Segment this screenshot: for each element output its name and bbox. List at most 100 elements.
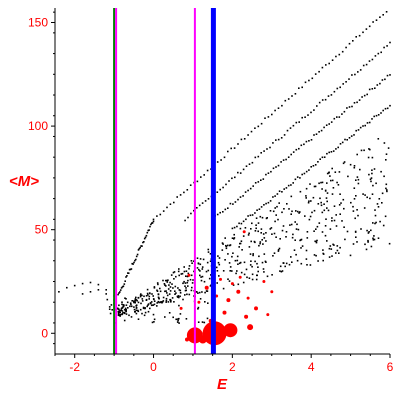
data-point-cloud	[316, 239, 318, 242]
data-point-cloud	[119, 313, 122, 316]
data-point-cloud	[224, 237, 226, 239]
data-point-cloud	[165, 290, 167, 292]
data-point-upper-2	[351, 105, 353, 108]
data-point-upper-1	[377, 52, 380, 55]
data-point-cloud	[376, 203, 379, 205]
data-point-upper-3	[245, 218, 247, 221]
data-point-upper-1	[237, 171, 239, 174]
data-point-cloud	[259, 215, 262, 218]
data-point-cloud	[156, 305, 158, 307]
data-point-cloud	[357, 178, 360, 181]
data-point-cloud	[374, 222, 376, 225]
data-point-cloud	[209, 260, 212, 262]
data-point-cloud	[372, 239, 375, 241]
data-point-branch	[119, 289, 122, 291]
data-point-upper-2	[381, 79, 384, 81]
data-point-cloud	[336, 245, 339, 247]
data-point-cloud	[227, 253, 229, 255]
data-point-cloud	[321, 188, 323, 190]
data-point-cloud	[352, 210, 355, 212]
data-point-upper-1	[242, 168, 245, 171]
data-point-cloud	[251, 278, 254, 281]
data-point-cloud	[232, 252, 234, 254]
data-point-cloud	[185, 270, 188, 272]
y-tick-label: 50	[35, 223, 49, 237]
data-point-low	[124, 307, 127, 310]
data-point-upper-3	[283, 188, 285, 190]
data-point-cloud	[385, 183, 388, 186]
data-point-cloud	[285, 236, 287, 238]
data-point-cloud	[168, 293, 171, 295]
data-point-cloud	[202, 258, 205, 261]
data-point-cloud	[332, 243, 334, 246]
data-point-cloud	[243, 261, 246, 264]
data-point-cloud	[254, 260, 256, 263]
data-point-cloud	[251, 222, 253, 225]
data-point-cloud	[368, 148, 370, 150]
data-point-cloud	[343, 207, 345, 210]
data-point-cloud	[145, 295, 148, 297]
data-point-cloud	[332, 187, 335, 189]
data-point-branch	[146, 231, 149, 234]
data-point-cloud	[217, 255, 219, 257]
data-point-upper-2	[282, 159, 285, 161]
data-point-cloud	[153, 303, 156, 306]
data-point-cloud	[125, 313, 128, 315]
data-point-cloud	[248, 246, 251, 248]
data-point-upper-3	[301, 173, 303, 176]
data-point-cloud	[367, 156, 370, 159]
data-point-cloud	[310, 200, 312, 202]
data-point-low	[152, 295, 154, 297]
data-point-cloud	[280, 270, 283, 273]
data-point-cloud	[165, 301, 167, 303]
data-point-cloud	[125, 309, 127, 312]
data-point-upper-1	[304, 116, 306, 118]
data-point-cloud	[299, 190, 302, 193]
data-point-cloud	[367, 239, 369, 242]
data-point-cloud	[152, 304, 154, 306]
data-point-cloud	[249, 264, 252, 266]
data-point-cloud	[375, 221, 377, 224]
data-point-cloud	[177, 296, 179, 298]
data-point-cloud	[222, 287, 225, 290]
data-point-cloud	[333, 244, 335, 246]
data-point-cloud	[281, 229, 284, 232]
data-point-cloud	[386, 190, 388, 193]
data-point-cloud	[229, 266, 232, 268]
data-point-cloud	[335, 214, 337, 216]
data-point-upper-2	[384, 78, 386, 81]
data-point-cloud	[142, 307, 145, 310]
data-point-upper-0	[271, 113, 273, 116]
data-point-upper-0	[308, 79, 310, 82]
data-point-upper-0	[152, 218, 155, 221]
data-point-cloud	[208, 277, 211, 280]
data-point-cloud	[224, 259, 226, 261]
data-point-cloud	[141, 298, 144, 300]
data-point-upper-0	[200, 176, 202, 178]
data-point-cloud	[263, 237, 266, 239]
data-point-cloud	[331, 255, 333, 257]
data-point-upper-3	[305, 170, 308, 173]
data-point-upper-1	[313, 109, 315, 111]
data-point-low	[143, 314, 146, 317]
data-point-cloud	[331, 167, 333, 170]
data-point-upper-3	[294, 178, 297, 181]
data-point-cloud	[191, 286, 193, 289]
data-point-cloud	[261, 261, 264, 264]
data-point-cloud	[200, 276, 202, 278]
data-point-cloud	[199, 270, 201, 272]
data-point-upper-2	[290, 153, 292, 156]
data-point-cloud	[339, 213, 341, 215]
data-point-cloud	[331, 179, 334, 182]
data-point-cloud	[360, 149, 363, 152]
data-point-cloud	[323, 203, 325, 205]
data-point-cloud	[228, 262, 231, 264]
data-point-cloud	[175, 275, 177, 278]
data-point-cloud	[353, 198, 356, 200]
data-point-upper-2	[237, 198, 239, 201]
data-point-low	[123, 319, 126, 322]
data-point-cloud	[305, 197, 307, 199]
data-point-cloud	[131, 300, 133, 302]
data-point-cloud	[315, 228, 317, 230]
data-point-upper-3	[350, 135, 353, 137]
